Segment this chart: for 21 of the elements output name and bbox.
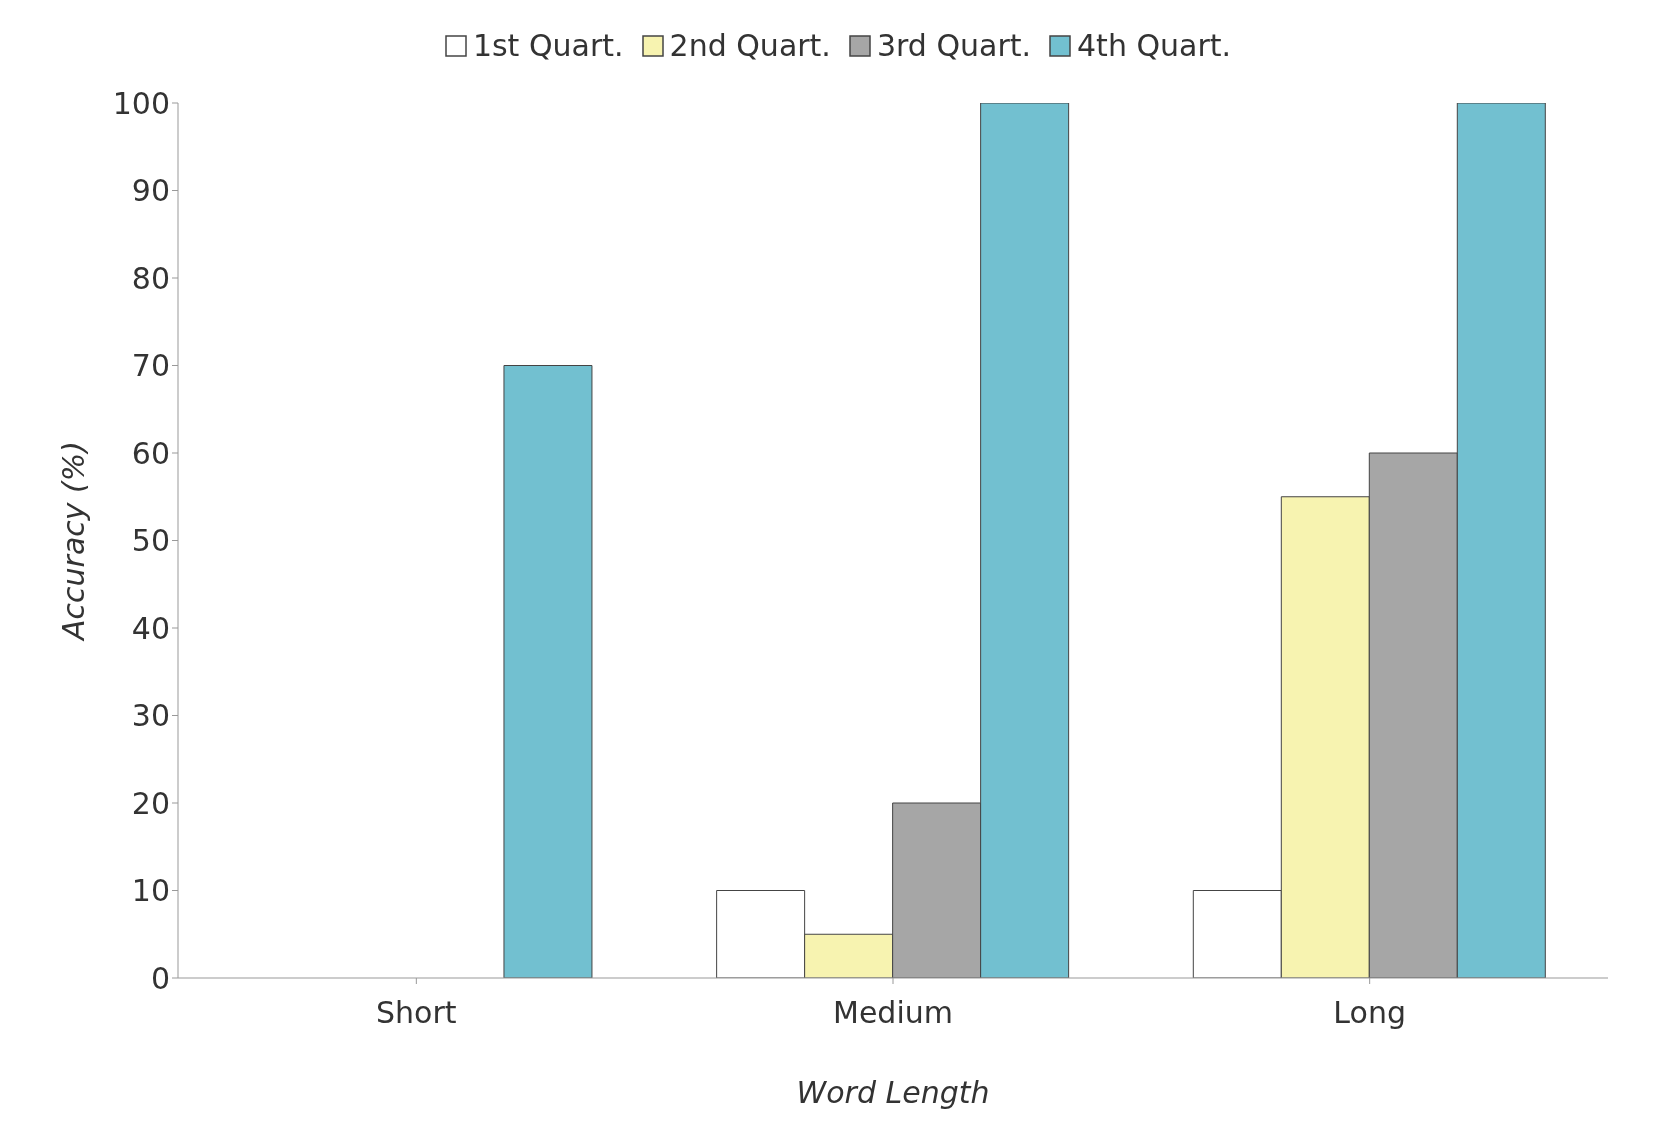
legend-label: 4th Quart.: [1077, 28, 1232, 63]
legend-label: 3rd Quart.: [876, 28, 1032, 63]
x-tick-label: Long: [1333, 995, 1406, 1031]
y-axis-title: Accuracy (%): [55, 441, 91, 642]
y-tick-label: 0: [150, 960, 170, 996]
x-tick-label: Short: [376, 995, 457, 1031]
y-tick-label: 10: [131, 873, 170, 909]
legend-label: 1st Quart.: [472, 28, 624, 63]
y-tick-label: 70: [131, 348, 170, 384]
y-tick-label: 50: [131, 523, 170, 559]
y-tick-label: 100: [112, 85, 170, 121]
bar: [503, 365, 593, 978]
y-tick-label: 20: [131, 785, 170, 821]
y-tick-label: 80: [131, 260, 170, 296]
x-tick-label: Medium: [833, 995, 953, 1031]
y-tick-label: 30: [131, 698, 170, 734]
y-tick-label: 40: [131, 610, 170, 646]
y-tick-label: 60: [131, 435, 170, 471]
x-axis-title: Word Length: [796, 1075, 990, 1110]
legend-label: 2nd Quart.: [669, 28, 831, 63]
y-tick-label: 90: [131, 173, 170, 209]
